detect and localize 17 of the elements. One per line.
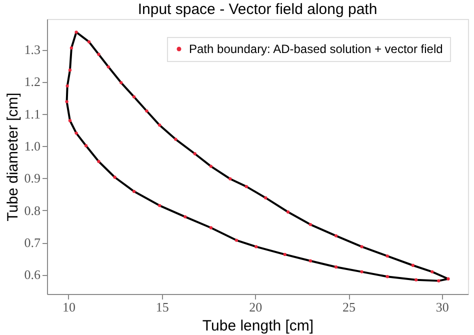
y-tick-label: 1.3	[24, 42, 40, 58]
chart-title: Input space - Vector field along path	[138, 1, 378, 18]
y-axis-title: Tube diameter [cm]	[4, 92, 22, 222]
x-tick-label: 30	[436, 300, 449, 314]
legend-label: Path boundary: AD-based solution + vector field	[189, 42, 443, 56]
x-tick-label: 20	[249, 300, 262, 314]
y-tick-label: 0.6	[24, 267, 41, 282]
y-tick-label: 0.8	[24, 202, 40, 218]
y-tick-label: 1.1	[24, 106, 40, 122]
y-tick-label: 1.2	[24, 74, 40, 90]
y-tick-label: 1.0	[24, 138, 40, 154]
y-tick-label: 0.7	[24, 235, 41, 250]
x-tick-label: 15	[156, 300, 169, 314]
y-tick-label: 0.9	[24, 170, 40, 186]
x-tick-label: 10	[62, 300, 76, 314]
x-tick-label: 25	[342, 300, 356, 314]
x-axis-title: Tube length [cm]	[202, 318, 314, 334]
